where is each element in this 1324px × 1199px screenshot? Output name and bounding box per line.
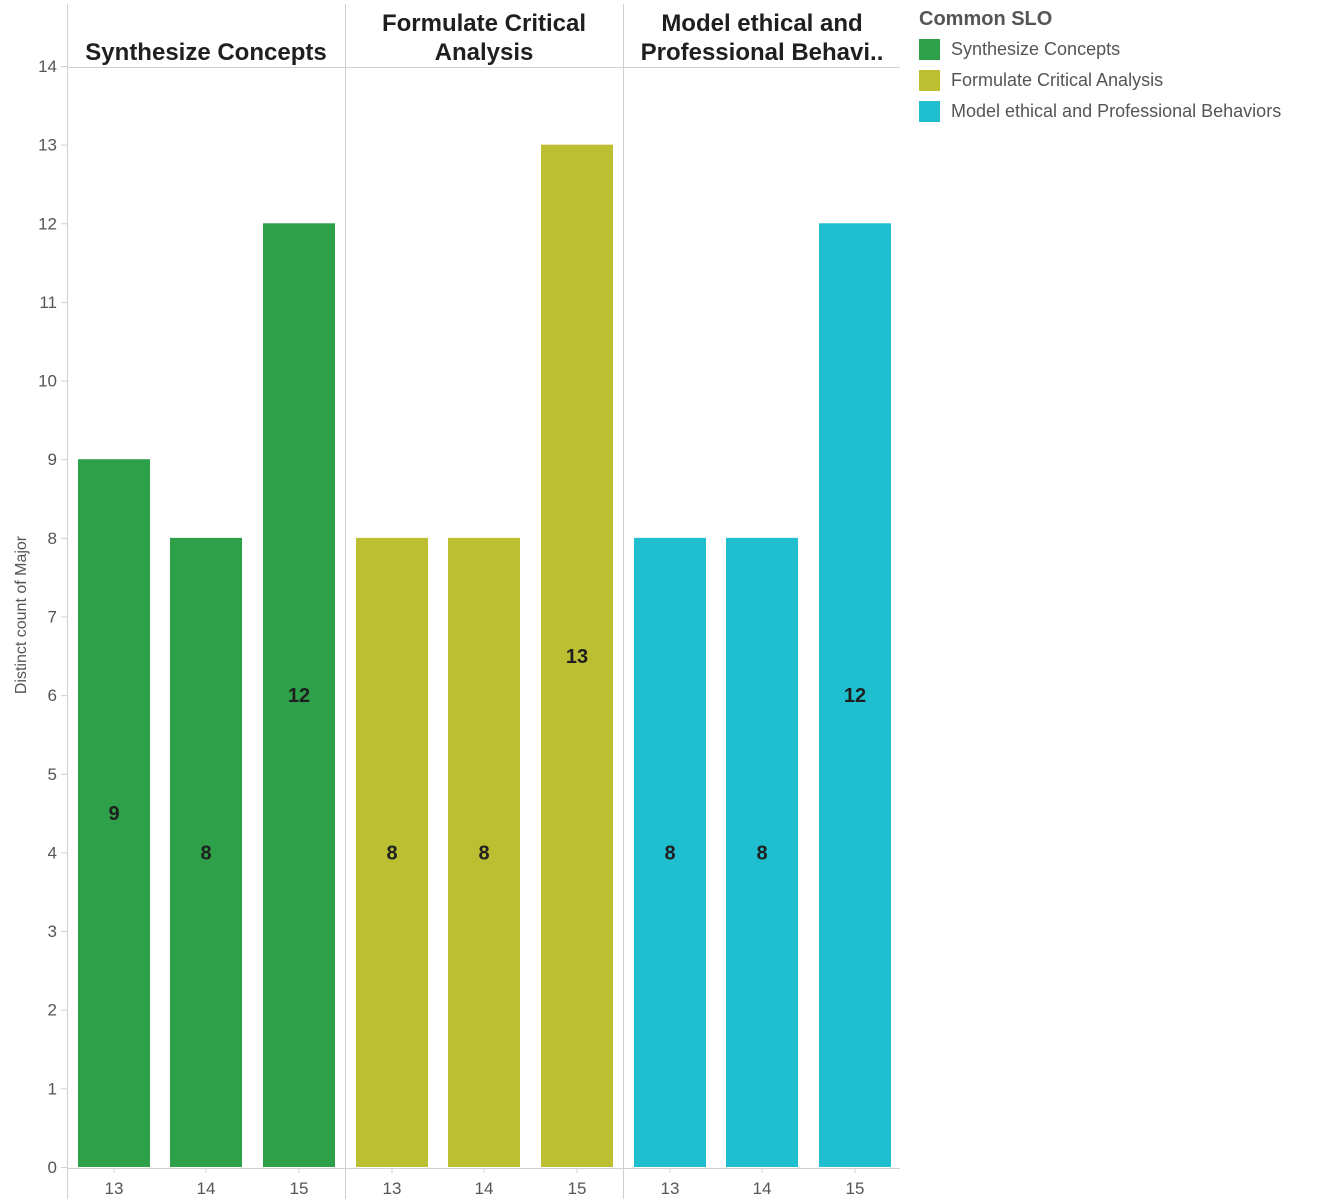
bar <box>541 144 613 1168</box>
x-tick-label: 13 <box>661 1179 680 1198</box>
y-tick-label: 10 <box>38 372 57 391</box>
legend-swatch <box>919 39 940 60</box>
x-tick-label: 15 <box>290 1179 309 1198</box>
panel-title: Formulate Critical <box>382 10 586 37</box>
x-tick-label: 14 <box>475 1179 494 1198</box>
bar <box>263 223 335 1168</box>
panel-title: Analysis <box>435 39 534 66</box>
bar-value-label: 12 <box>288 685 310 707</box>
bar <box>170 537 242 1167</box>
legend-item-formulate-critical-analysis[interactable]: Formulate Critical Analysis <box>919 65 1281 96</box>
panel-title: Model ethical and <box>661 10 862 37</box>
legend-item-label: Formulate Critical Analysis <box>951 70 1164 90</box>
x-tick-label: 13 <box>105 1179 124 1198</box>
panel-title: Professional Behavi.. <box>641 39 884 66</box>
y-tick-label: 4 <box>48 843 57 862</box>
y-tick-label: 8 <box>48 529 57 548</box>
legend-swatch <box>919 101 940 122</box>
bar <box>448 537 520 1167</box>
y-axis-title: Distinct count of Major <box>13 535 30 694</box>
y-tick-label: 11 <box>39 293 57 312</box>
y-tick-label: 9 <box>48 450 57 469</box>
bar-value-label: 8 <box>386 842 397 864</box>
y-tick-label: 6 <box>48 686 57 705</box>
bar <box>356 537 428 1167</box>
y-tick-label: 2 <box>48 1001 57 1020</box>
bar-value-label: 8 <box>478 842 489 864</box>
legend-swatch <box>919 70 940 91</box>
y-tick-label: 3 <box>48 922 57 941</box>
bar <box>634 537 706 1167</box>
legend-item-model-ethical-behaviors[interactable]: Model ethical and Professional Behaviors <box>919 96 1281 127</box>
legend-title: Common SLO <box>919 8 1053 30</box>
legend-item-label: Synthesize Concepts <box>951 39 1121 59</box>
bar-value-label: 9 <box>108 803 119 825</box>
y-tick-label: 12 <box>38 214 57 233</box>
y-tick-label: 13 <box>38 136 57 155</box>
x-tick-label: 13 <box>383 1179 402 1198</box>
legend-item-synthesize-concepts[interactable]: Synthesize Concepts <box>919 34 1281 65</box>
panel-title: Synthesize Concepts <box>85 39 326 66</box>
y-tick-label: 1 <box>48 1079 57 1098</box>
bar-value-labels: 9 8 12 8 8 13 8 8 12 <box>108 646 866 865</box>
x-tick-label: 15 <box>846 1179 865 1198</box>
y-tick-label: 5 <box>48 765 57 784</box>
bars <box>78 144 891 1168</box>
legend-item-label: Model ethical and Professional Behaviors <box>951 101 1282 121</box>
bar-value-label: 8 <box>756 842 767 864</box>
panel-titles: Synthesize Concepts Formulate CriticalAna… <box>85 10 883 66</box>
x-axis: 13 14 15 13 14 15 13 14 15 <box>105 1168 865 1198</box>
bar <box>78 459 150 1167</box>
legend: Common SLO Synthesize Concepts Formulate… <box>919 8 1281 127</box>
bar-value-label: 8 <box>200 842 211 864</box>
bar-value-label: 13 <box>566 646 588 668</box>
bar-value-label: 8 <box>664 842 675 864</box>
y-tick-label: 0 <box>48 1158 57 1177</box>
bar-value-label: 12 <box>844 685 866 707</box>
bar <box>726 537 798 1167</box>
y-tick-label: 14 <box>38 57 57 76</box>
x-tick-label: 14 <box>753 1179 772 1198</box>
x-tick-label: 14 <box>197 1179 216 1198</box>
y-tick-label: 7 <box>48 608 57 627</box>
x-tick-label: 15 <box>568 1179 587 1198</box>
bar <box>819 223 891 1168</box>
